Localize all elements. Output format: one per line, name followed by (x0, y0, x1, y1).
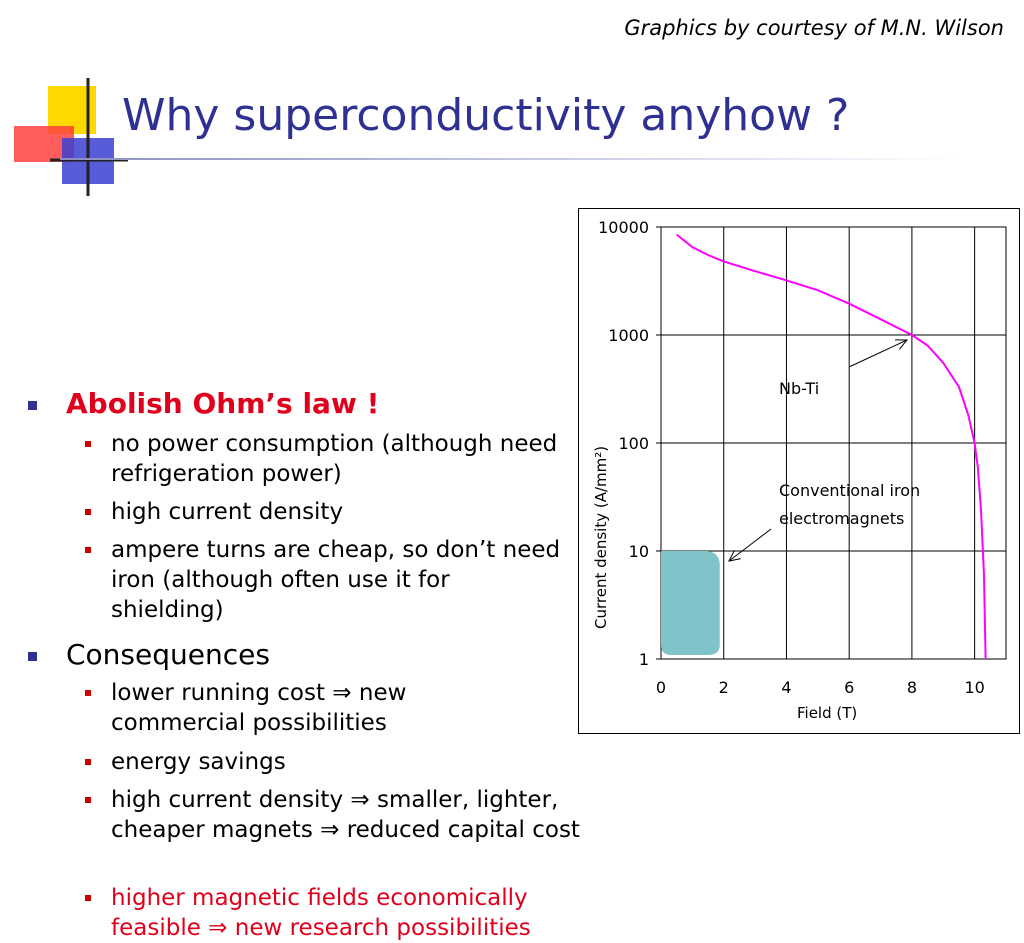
annotation-nbti: Nb-Ti (779, 379, 819, 398)
page-title: Why superconductivity anyhow ? (122, 90, 850, 141)
title-divider (60, 158, 960, 160)
bullet-marker (28, 652, 37, 661)
slide-logo (14, 78, 128, 196)
bullet-marker (28, 401, 37, 410)
bullet-item: higher magnetic fields economically feas… (85, 883, 586, 943)
annotation-arrow-nbti-head (894, 339, 909, 350)
x-tick-label: 6 (844, 678, 854, 697)
bullet-item-text: energy savings (111, 749, 286, 775)
bullet-heading-ohm: Abolish Ohm’s law ! (28, 387, 380, 420)
bullet-item: high current density (85, 497, 571, 527)
iron-electromagnet-region (661, 551, 720, 655)
bullet-item: ampere turns are cheap, so don’t need ir… (85, 535, 566, 625)
bullet-item: no power consumption (although need refr… (85, 429, 571, 489)
x-tick-label: 8 (907, 678, 917, 697)
chart-frame: 0 2 4 6 8 10 1 10 100 1000 10000 Nb-Ti Conventiona… (578, 208, 1020, 734)
iron-region-group (661, 551, 720, 655)
sub-bullet-marker (85, 895, 91, 901)
sub-bullet-marker (85, 509, 91, 515)
sub-bullet-marker (85, 441, 91, 447)
bullet-item: energy savings (85, 747, 571, 777)
bullet-item: lower running cost ⇒ new commercial poss… (85, 678, 471, 738)
nbti-critical-curve (676, 233, 987, 660)
bullet-item-text: no power consumption (although need refr… (111, 431, 558, 487)
y-tick-label: 100 (618, 434, 649, 453)
annotation-arrow-iron-head (728, 550, 741, 562)
x-tick-label: 10 (964, 678, 984, 697)
bullet-heading-text: Consequences (66, 638, 270, 671)
bullet-heading-text: Abolish Ohm’s law ! (66, 387, 380, 420)
y-tick-label: 10 (629, 542, 649, 561)
x-tick-label: 4 (781, 678, 791, 697)
sub-bullet-marker (85, 690, 91, 696)
y-axis-label: Current density (A/mm²) (592, 446, 610, 629)
annotation-iron-line2: electromagnets (779, 509, 904, 528)
bullet-item: high current density ⇒ smaller, lighter,… (85, 785, 581, 845)
x-tick-label: 2 (719, 678, 729, 697)
nbti-curve-group (676, 233, 987, 660)
y-tick-label: 1000 (608, 326, 649, 345)
chart-annotations: Nb-Ti Conventional iron electromagnets F… (592, 339, 920, 722)
annotation-iron-line1: Conventional iron (779, 481, 920, 500)
sub-bullet-marker (85, 797, 91, 803)
bullet-item-text: high current density ⇒ smaller, lighter,… (111, 787, 580, 843)
bullet-item-text: ampere turns are cheap, so don’t need ir… (111, 537, 561, 623)
x-axis-label: Field (T) (797, 704, 857, 722)
field-current-density-chart: 0 2 4 6 8 10 1 10 100 1000 10000 Nb-Ti Conventiona… (592, 218, 1007, 722)
credit-text: Graphics by courtesy of M.N. Wilson (624, 16, 1004, 40)
annotation-arrow-nbti (848, 339, 908, 368)
bullet-item-text: lower running cost ⇒ new commercial poss… (111, 680, 407, 736)
y-tick-label: 1 (639, 650, 649, 669)
bullet-item-text: higher magnetic fields economically feas… (111, 885, 531, 941)
bullet-item-text: high current density (111, 499, 344, 525)
sub-bullet-marker (85, 547, 91, 553)
bullet-heading-consequences: Consequences (28, 638, 270, 671)
sub-bullet-marker (85, 759, 91, 765)
tick-labels: 0 2 4 6 8 10 1 10 100 1000 10000 (598, 218, 985, 697)
y-tick-label: 10000 (598, 218, 649, 237)
x-tick-label: 0 (656, 678, 666, 697)
annotation-arrow-iron (728, 528, 772, 562)
